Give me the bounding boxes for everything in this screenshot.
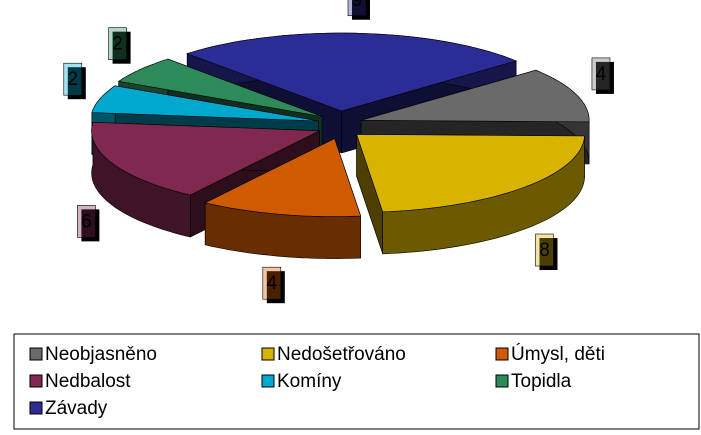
legend-label: Závady [45,398,108,419]
slice-top [186,32,518,112]
slice-top [91,121,320,196]
legend-label: Nedbalost [45,371,131,392]
legend-swatch [495,347,509,361]
legend-label: Topidla [511,371,572,392]
legend-label: Nedošetřováno [277,344,406,365]
data-label: 6 [81,211,92,232]
data-label: 4 [267,273,278,294]
slice [356,134,585,255]
pie [91,32,590,259]
legend-swatch [261,347,275,361]
label-box [77,205,96,238]
legend-swatch [495,374,509,388]
label-box [63,62,83,96]
slice-top [91,85,319,122]
data-label: 2 [67,69,78,90]
legend-label: Komíny [277,371,342,392]
label-box [591,57,611,91]
slice-top [356,134,585,213]
label-shadow [595,61,614,94]
label-shadow [112,31,131,64]
slice-top [361,69,590,123]
label-shadow [539,238,558,271]
data-label: 8 [539,240,550,261]
label-shadow [81,209,100,242]
slice-top [204,138,362,217]
data-label: 4 [596,64,607,85]
label-shadow [266,271,285,304]
legend-box [13,333,700,430]
data-label: 9 [352,0,363,11]
label-box [108,27,127,60]
legend-swatch [29,401,43,415]
slice [204,138,362,259]
label-box [347,0,367,17]
label-shadow [67,67,86,100]
legend-label: Neobjasněno [45,344,157,365]
label-box [535,233,554,267]
label-box [262,266,282,300]
legend-swatch [29,374,43,388]
legend-swatch [261,374,275,388]
data-label: 2 [112,34,123,55]
legend-label: Úmysl, děti [511,343,605,365]
slice-top [117,58,323,117]
legend-swatch [29,347,43,361]
label-shadow [351,0,370,20]
